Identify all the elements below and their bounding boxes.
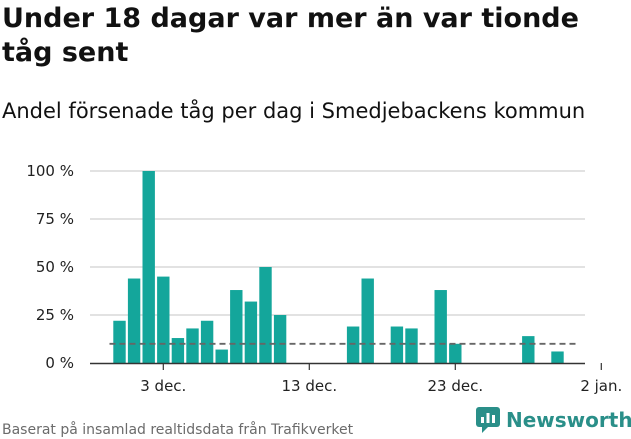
bar: [551, 351, 564, 363]
x-tick-label: 13 dec.: [281, 377, 337, 395]
bar: [522, 336, 535, 363]
brand-name: Newsworthy: [506, 408, 631, 432]
bar: [186, 328, 199, 363]
bar: [434, 290, 447, 363]
bar: [142, 171, 155, 363]
bars: [113, 171, 564, 363]
newsworthy-logo-icon: [476, 407, 500, 433]
bar: [346, 326, 360, 363]
bar: [244, 301, 258, 363]
y-tick-label: 75 %: [36, 210, 74, 228]
bar: [405, 328, 418, 363]
y-tick-label: 100 %: [26, 162, 74, 180]
bar: [157, 276, 170, 363]
y-tick-label: 25 %: [36, 306, 74, 324]
y-tick-label: 0 %: [45, 354, 74, 372]
chart-subtitle: Andel försenade tåg per dag i Smedjeback…: [2, 99, 586, 123]
bar: [215, 349, 228, 363]
bar: [230, 290, 243, 363]
x-tick-label: 2 jan.: [580, 377, 622, 395]
brand-logo: Newsworthy: [476, 407, 631, 433]
bar: [273, 315, 287, 363]
chart-title: Under 18 dagar var mer än var tionde tåg…: [2, 3, 579, 68]
bar: [259, 267, 272, 363]
gridlines: [90, 170, 585, 316]
x-tick-label: 23 dec.: [427, 377, 483, 395]
x-axis-ticks: 3 dec. 13 dec. 23 dec. 2 jan.: [140, 363, 622, 395]
bar: [390, 326, 404, 363]
bar: [449, 343, 462, 363]
bar: [171, 338, 185, 363]
y-axis-ticks: 0 % 25 % 50 % 75 % 100 %: [26, 162, 74, 372]
bar: [200, 320, 214, 363]
x-tick-label: 3 dec.: [140, 377, 186, 395]
bar: [113, 320, 126, 363]
y-tick-label: 50 %: [36, 258, 74, 276]
source-note: Baserat på insamlad realtidsdata från Tr…: [2, 422, 354, 438]
bar: [127, 278, 141, 363]
bar: [361, 278, 374, 363]
